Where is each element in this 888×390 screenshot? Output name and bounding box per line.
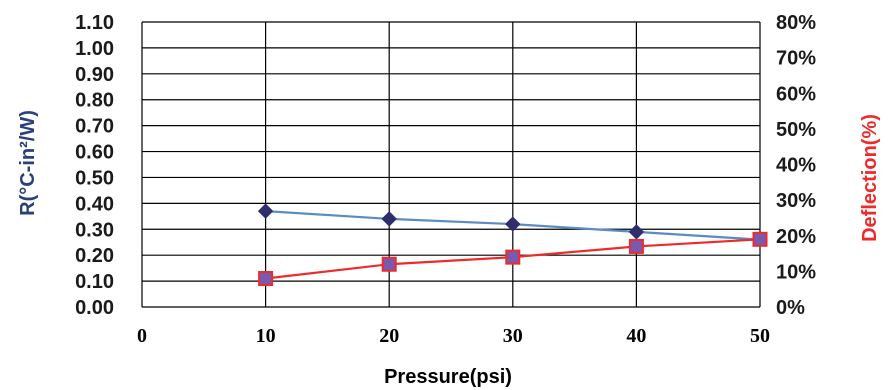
y-right-tick-label: 60%: [776, 83, 816, 105]
series-layer: [257, 203, 768, 286]
y-left-tick-label: 0.90: [75, 64, 114, 86]
y-left-tick-label: 0.80: [75, 90, 114, 112]
data-point-diamond: [257, 203, 274, 219]
x-axis-ticks: 0 10 20 30 40 50: [137, 325, 770, 347]
y-left-tick-label: 1.10: [75, 12, 114, 34]
left-axis-ticks: 0.00 0.10 0.20 0.30 0.40 0.50 0.60 0.70 0.80 0.90…: [75, 12, 114, 319]
x-tick-label: 10: [256, 325, 276, 347]
y-left-tick-label: 0.40: [75, 193, 114, 215]
data-point-square: [628, 238, 644, 254]
y-right-tick-label: 30%: [776, 190, 816, 212]
y-left-tick-label: 1.00: [75, 38, 114, 60]
y-axis-left-title: R(°C-in²/W): [17, 110, 39, 216]
y-right-tick-label: 10%: [776, 261, 816, 283]
y-left-tick-label: 0.70: [75, 116, 114, 138]
y-right-tick-label: 50%: [776, 119, 816, 141]
x-axis-title: Pressure(psi): [384, 366, 512, 388]
x-tick-label: 40: [626, 325, 646, 347]
data-point-diamond: [628, 224, 645, 240]
y-right-tick-label: 0%: [776, 297, 805, 319]
grid: [141, 21, 761, 308]
x-tick-label: 30: [503, 325, 523, 347]
y-left-tick-label: 0.00: [75, 297, 114, 319]
data-point-square: [752, 231, 768, 247]
data-point-square: [505, 249, 521, 265]
y-left-tick-label: 0.50: [75, 167, 114, 189]
data-point-diamond: [381, 211, 397, 227]
right-axis-ticks: 0% 10% 20% 30% 40% 50% 60% 70% 80%: [776, 12, 816, 319]
y-right-tick-label: 70%: [776, 48, 816, 70]
x-tick-label: 50: [750, 325, 770, 347]
y-left-tick-label: 0.20: [75, 245, 114, 267]
y-axis-right-title: Deflection(%): [859, 114, 881, 242]
y-left-tick-label: 0.30: [75, 219, 114, 241]
data-point-diamond: [505, 216, 521, 232]
y-left-tick-label: 0.60: [75, 142, 114, 164]
x-tick-label: 20: [379, 325, 399, 347]
data-point-square: [381, 256, 397, 272]
y-right-tick-label: 20%: [776, 226, 816, 248]
y-right-tick-label: 40%: [776, 155, 816, 177]
y-right-tick-label: 80%: [776, 12, 816, 34]
data-point-square: [258, 271, 274, 286]
y-left-tick-label: 0.10: [75, 271, 114, 293]
x-tick-label: 0: [137, 325, 147, 347]
